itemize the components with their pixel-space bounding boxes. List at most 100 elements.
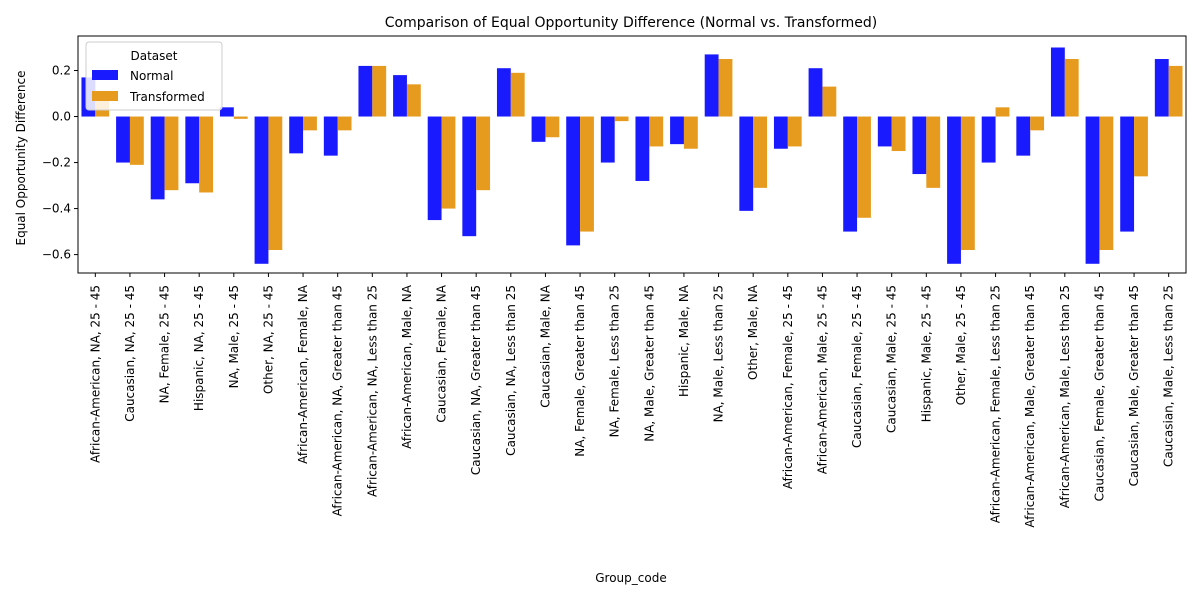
bar-transformed-27 — [1030, 116, 1045, 131]
bar-normal-18 — [704, 54, 719, 117]
bar-normal-5 — [254, 116, 269, 264]
x-tick-label: African-American, NA, 25 - 45 — [88, 285, 102, 463]
x-tick-label: Hispanic, Male, NA — [677, 284, 691, 397]
legend: Dataset Normal Transformed — [85, 41, 223, 111]
x-tick-label: Caucasian, Female, 25 - 45 — [850, 285, 864, 448]
bar-transformed-24 — [926, 116, 941, 188]
bar-normal-29 — [1085, 116, 1100, 264]
x-tick-label: Caucasian, Male, Less than 25 — [1162, 285, 1176, 467]
bar-transformed-1 — [129, 116, 144, 165]
bar-normal-16 — [635, 116, 650, 181]
x-tick-label: Other, Male, 25 - 45 — [954, 285, 968, 405]
bar-transformed-18 — [718, 59, 733, 117]
y-tick-label: −0.6 — [42, 248, 71, 262]
bar-normal-1 — [116, 116, 130, 163]
x-tick-label: NA, Male, Less than 25 — [712, 285, 726, 422]
bar-normal-22 — [843, 116, 858, 232]
bar-normal-11 — [462, 116, 477, 237]
bar-normal-24 — [912, 116, 927, 175]
bar-normal-10 — [427, 116, 442, 221]
bar-transformed-17 — [683, 116, 698, 149]
x-tick-label: African-American, Female, NA — [296, 284, 310, 464]
bar-normal-19 — [739, 116, 754, 211]
x-tick-label: NA, Female, Greater than 45 — [573, 285, 587, 457]
x-tick-label: Hispanic, Male, 25 - 45 — [919, 285, 933, 422]
bar-transformed-28 — [1064, 59, 1079, 117]
bar-transformed-15 — [614, 116, 629, 122]
legend-title: Dataset — [131, 49, 178, 63]
bar-normal-12 — [496, 68, 511, 117]
bar-transformed-6 — [303, 116, 317, 131]
x-tick-label: Caucasian, Female, NA — [435, 284, 449, 422]
bar-normal-13 — [531, 116, 546, 142]
x-tick-label: African-American, Male, Greater than 45 — [1023, 285, 1037, 528]
bar-normal-9 — [393, 75, 407, 117]
bar-normal-15 — [600, 116, 615, 163]
y-tick-label: −0.2 — [42, 156, 71, 170]
legend-label-normal: Normal — [130, 69, 173, 83]
bar-transformed-31 — [1168, 65, 1183, 117]
bar-transformed-11 — [476, 116, 491, 191]
x-axis-label: Group_code — [595, 571, 666, 585]
bar-transformed-16 — [649, 116, 664, 147]
bar-normal-20 — [773, 116, 788, 149]
x-tick-label: Caucasian, Female, Greater than 45 — [1092, 285, 1106, 501]
bar-normal-26 — [981, 116, 996, 163]
x-tick-label: Caucasian, NA, 25 - 45 — [123, 285, 137, 422]
bar-normal-8 — [358, 65, 373, 117]
legend-swatch-normal — [92, 70, 118, 80]
y-tick-label: 0.0 — [52, 110, 71, 124]
x-tick-label: NA, Female, Less than 25 — [608, 285, 622, 437]
bars-layer — [81, 47, 1183, 264]
x-tick-label: Other, NA, 25 - 45 — [261, 285, 275, 394]
bar-transformed-2 — [164, 116, 179, 191]
bar-transformed-12 — [510, 72, 525, 117]
legend-swatch-transformed — [92, 91, 118, 101]
bar-transformed-14 — [580, 116, 594, 232]
bar-normal-23 — [877, 116, 892, 147]
bar-transformed-9 — [406, 84, 421, 117]
bar-normal-7 — [323, 116, 338, 156]
plot-frame — [77, 35, 1187, 274]
bar-transformed-10 — [441, 116, 456, 209]
bar-transformed-30 — [1134, 116, 1148, 177]
bar-transformed-21 — [822, 86, 837, 117]
y-axis-label: Equal Opportunity Difference — [14, 71, 28, 246]
x-tick-label: Caucasian, NA, Less than 25 — [504, 285, 518, 456]
x-tick-label: African-American, Female, Less than 25 — [989, 285, 1003, 523]
bar-transformed-7 — [337, 116, 352, 131]
bar-normal-31 — [1154, 59, 1169, 117]
y-tick-label: 0.2 — [52, 64, 71, 78]
x-tick-label: African-American, Male, Less than 25 — [1058, 285, 1072, 508]
chart-title: Comparison of Equal Opportunity Differen… — [385, 15, 877, 31]
x-tick-label: NA, Male, Greater than 45 — [642, 285, 656, 442]
bar-normal-17 — [670, 116, 684, 145]
bar-transformed-5 — [268, 116, 283, 250]
bar-normal-14 — [566, 116, 581, 246]
bar-transformed-23 — [891, 116, 906, 152]
y-tick-label: −0.4 — [42, 202, 71, 216]
x-tick-label: African-American, Female, 25 - 45 — [781, 285, 795, 489]
bar-transformed-3 — [199, 116, 214, 193]
bar-transformed-22 — [857, 116, 871, 218]
bar-transformed-29 — [1099, 116, 1114, 250]
bar-normal-25 — [947, 116, 961, 264]
x-tick-label: Other, Male, NA — [746, 284, 760, 380]
legend-box — [85, 41, 223, 111]
bar-normal-3 — [185, 116, 200, 184]
bar-normal-28 — [1050, 47, 1065, 117]
bar-transformed-20 — [787, 116, 802, 147]
x-tick-label: Caucasian, Male, Greater than 45 — [1127, 285, 1141, 486]
bar-transformed-8 — [372, 65, 387, 117]
bar-transformed-13 — [545, 116, 560, 138]
x-tick-label: African-American, NA, Less than 25 — [365, 285, 379, 497]
bar-normal-2 — [150, 116, 165, 200]
bar-normal-30 — [1120, 116, 1135, 232]
x-tick-label: Caucasian, NA, Greater than 45 — [469, 285, 483, 475]
legend-label-transformed: Transformed — [129, 90, 205, 104]
x-tick-label: NA, Female, 25 - 45 — [158, 285, 172, 403]
bar-transformed-19 — [753, 116, 768, 188]
x-tick-label: Hispanic, NA, 25 - 45 — [192, 285, 206, 411]
